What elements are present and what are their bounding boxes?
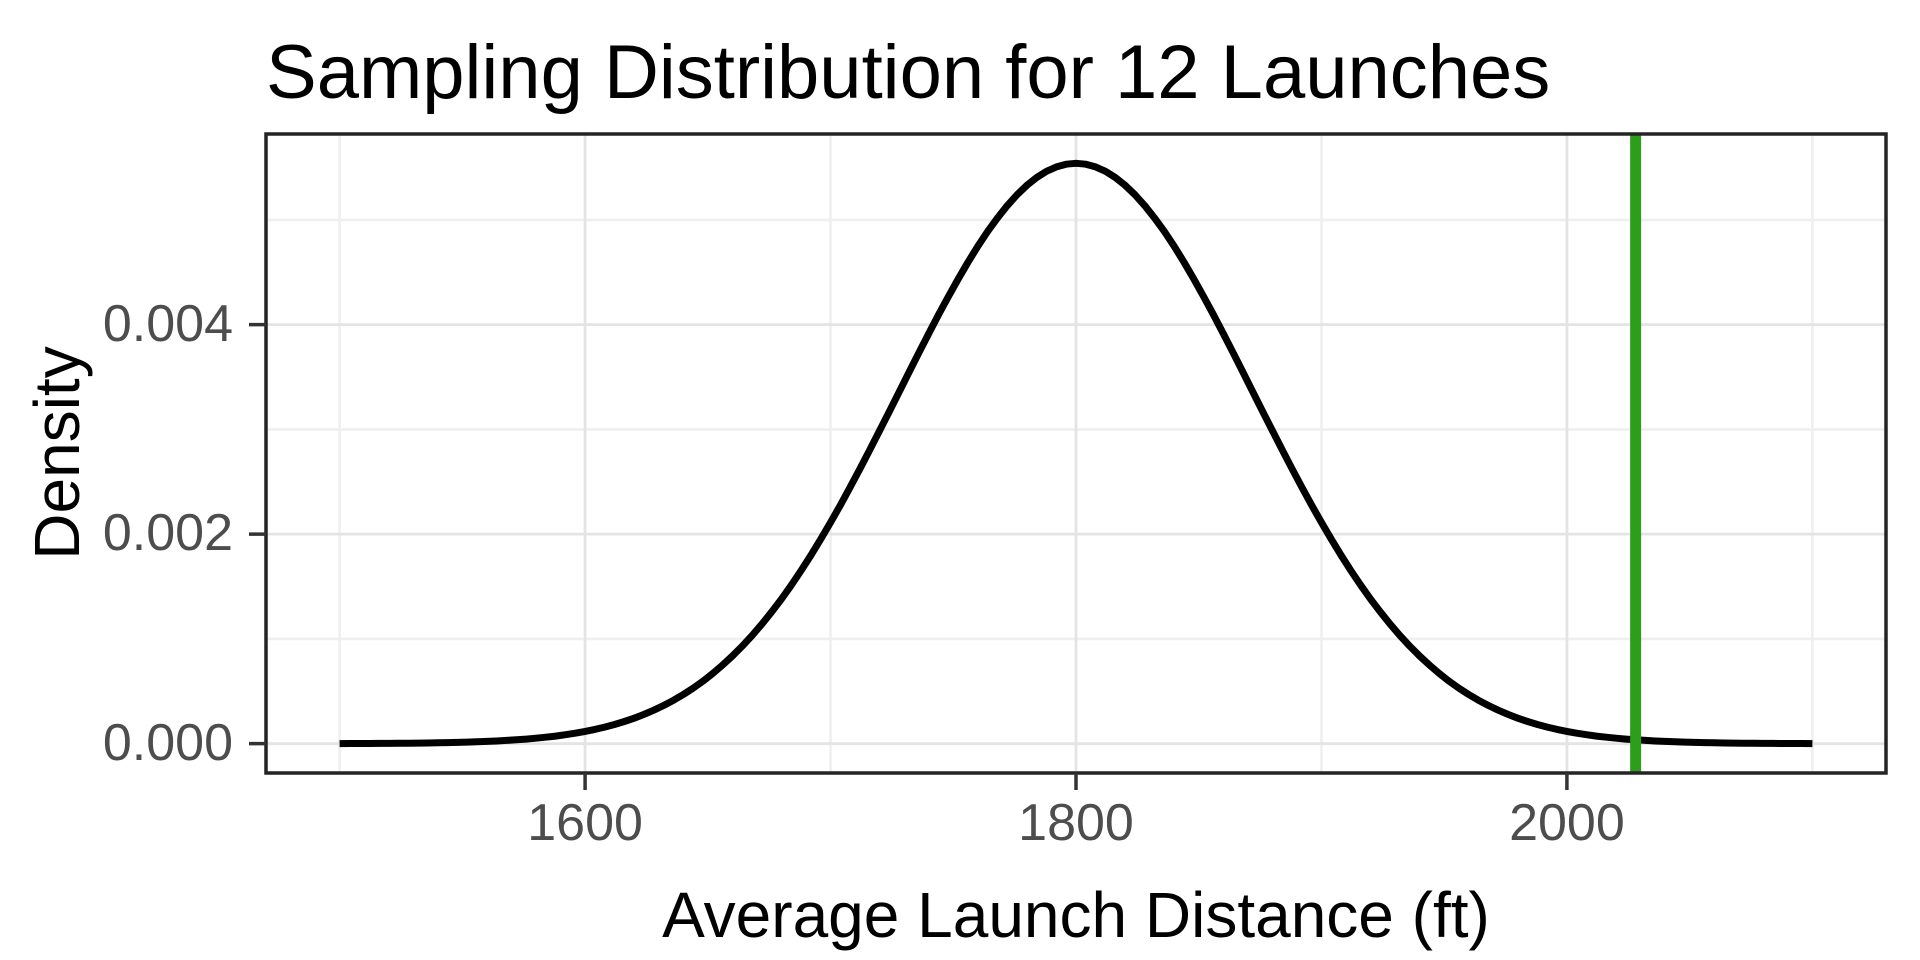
y-tick-label: 0.002 [102, 504, 233, 563]
x-axis-title: Average Launch Distance (ft) [662, 879, 1490, 951]
y-tick-label: 0.000 [102, 713, 233, 772]
y-tick-label: 0.004 [102, 294, 233, 353]
x-tick-label: 1600 [527, 794, 643, 852]
plot-title: Sampling Distribution for 12 Launches [266, 30, 1551, 115]
x-tick-label: 2000 [1509, 794, 1625, 852]
density-curve [339, 159, 1813, 748]
x-tick-label: 1800 [1018, 794, 1134, 852]
